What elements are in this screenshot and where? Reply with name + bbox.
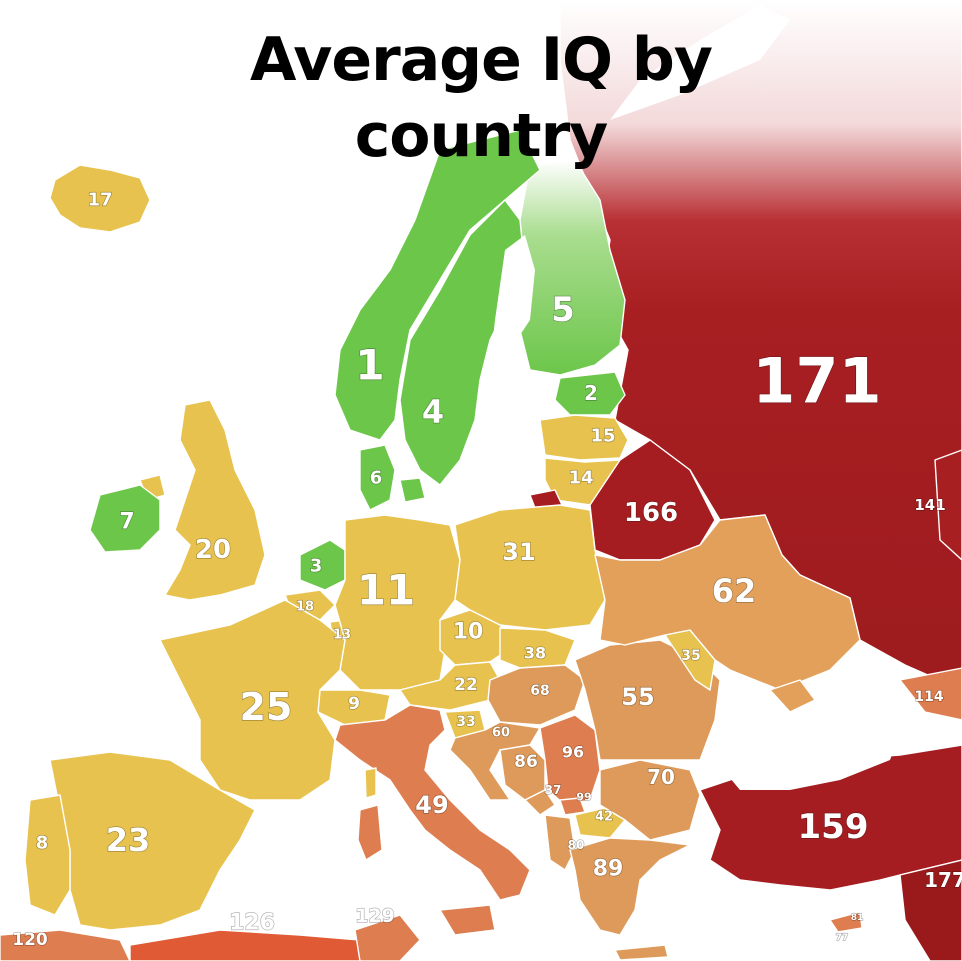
rank-label-algeria: 126 xyxy=(229,911,275,936)
island-crete xyxy=(614,944,669,961)
title-line-2: country xyxy=(354,101,609,171)
country-belarus xyxy=(589,439,716,561)
country-ukraine xyxy=(594,514,861,691)
country-montenegro xyxy=(524,789,556,816)
rank-label-morocco: 120 xyxy=(12,930,48,950)
rank-label-cyprus: 81 xyxy=(851,913,864,923)
black-sea xyxy=(715,660,905,790)
country-croatia xyxy=(449,721,541,801)
island-sardinia xyxy=(357,804,383,861)
country-italy xyxy=(334,704,531,901)
rank-label-belgium: 18 xyxy=(296,600,314,615)
rank-label-portugal: 8 xyxy=(36,833,49,854)
rank-label-slovenia: 33 xyxy=(456,714,475,730)
island-corsica xyxy=(364,767,377,799)
rank-label-kazakhstan: 141 xyxy=(914,496,945,514)
country-netherlands xyxy=(299,539,346,591)
rank-label-sweden: 4 xyxy=(422,393,444,431)
rank-label-estonia: 2 xyxy=(584,381,598,405)
rank-label-tunisia: 129 xyxy=(355,905,395,927)
crimea xyxy=(769,679,816,713)
rank-label-netherlands: 3 xyxy=(310,556,323,577)
country-denmark-islands xyxy=(399,477,426,503)
rank-label-serbia: 96 xyxy=(562,743,584,762)
rank-labels: 1714521514672031813113110382292523849336… xyxy=(12,189,962,951)
rank-label-albania: 80 xyxy=(568,838,585,852)
rank-label-lithuania: 14 xyxy=(568,468,593,489)
rank-label-latvia: 15 xyxy=(590,426,615,447)
rank-label-ireland: 7 xyxy=(119,510,134,535)
rank-label-greece: 89 xyxy=(593,857,624,882)
country-bulgaria xyxy=(599,759,701,841)
country-cyprus xyxy=(829,911,863,933)
rank-label-france: 25 xyxy=(240,685,293,729)
rank-label-switzerland: 9 xyxy=(348,694,360,714)
rank-label-croatia: 60 xyxy=(492,726,510,741)
country-kazakhstan xyxy=(934,449,962,561)
country-syria xyxy=(899,859,962,961)
rank-label-moldova: 35 xyxy=(681,648,700,664)
rank-label-russia: 171 xyxy=(752,345,881,418)
country-portugal xyxy=(24,794,71,916)
rank-label-finland: 5 xyxy=(551,290,575,330)
title-line-1: Average IQ by xyxy=(250,25,713,95)
country-hungary xyxy=(487,664,586,726)
rank-label-norway: 1 xyxy=(355,341,384,390)
country-denmark xyxy=(359,444,396,511)
rank-label-romania: 55 xyxy=(621,683,654,711)
country-tunisia xyxy=(354,914,421,961)
map-title: Average IQ by country xyxy=(0,22,962,174)
rank-label-denmark: 6 xyxy=(370,468,383,489)
rank-label-uk: 20 xyxy=(195,535,231,565)
rank-label-belarus: 166 xyxy=(624,498,678,528)
rank-label-montenegro: 37 xyxy=(545,783,562,797)
country-albania xyxy=(544,814,576,871)
rank-label-poland: 31 xyxy=(502,538,535,566)
country-georgia xyxy=(899,667,962,721)
arctic-island xyxy=(610,5,790,120)
rank-label-syria-edge: 177 xyxy=(924,868,962,892)
rank-label-turkey: 159 xyxy=(798,807,869,847)
island-sicily xyxy=(439,904,496,936)
rank-label-north-macedonia: 42 xyxy=(595,810,613,825)
country-north-macedonia xyxy=(574,807,626,839)
rank-label-slovakia: 38 xyxy=(524,644,546,663)
rank-label-czechia: 10 xyxy=(453,620,484,645)
rank-label-germany: 11 xyxy=(357,566,415,615)
rank-label-bosnia: 86 xyxy=(514,752,538,772)
country-uk xyxy=(164,399,266,601)
rank-label-hungary: 68 xyxy=(530,683,549,699)
country-poland xyxy=(454,504,606,631)
country-serbia xyxy=(539,714,601,806)
rank-label-bulgaria: 70 xyxy=(647,765,675,789)
country-latvia xyxy=(539,414,629,461)
country-iceland xyxy=(49,164,151,233)
rank-label-spain: 23 xyxy=(106,821,151,859)
country-norway xyxy=(334,129,541,441)
country-ireland xyxy=(89,484,161,553)
rank-label-austria: 22 xyxy=(454,675,478,695)
country-greece xyxy=(569,837,691,936)
rank-label-ukraine: 62 xyxy=(712,572,757,610)
rank-label-lebanon: 77 xyxy=(836,933,849,943)
rank-label-iceland: 17 xyxy=(87,190,112,211)
country-romania xyxy=(574,639,721,761)
rank-label-kosovo: 99 xyxy=(576,791,591,804)
gulf-of-bothnia xyxy=(490,235,535,365)
country-estonia xyxy=(554,371,626,416)
country-morocco xyxy=(0,929,131,961)
rank-label-italy: 49 xyxy=(415,791,448,819)
rank-label-luxembourg: 13 xyxy=(333,628,351,643)
rank-label-georgia: 114 xyxy=(914,689,943,705)
